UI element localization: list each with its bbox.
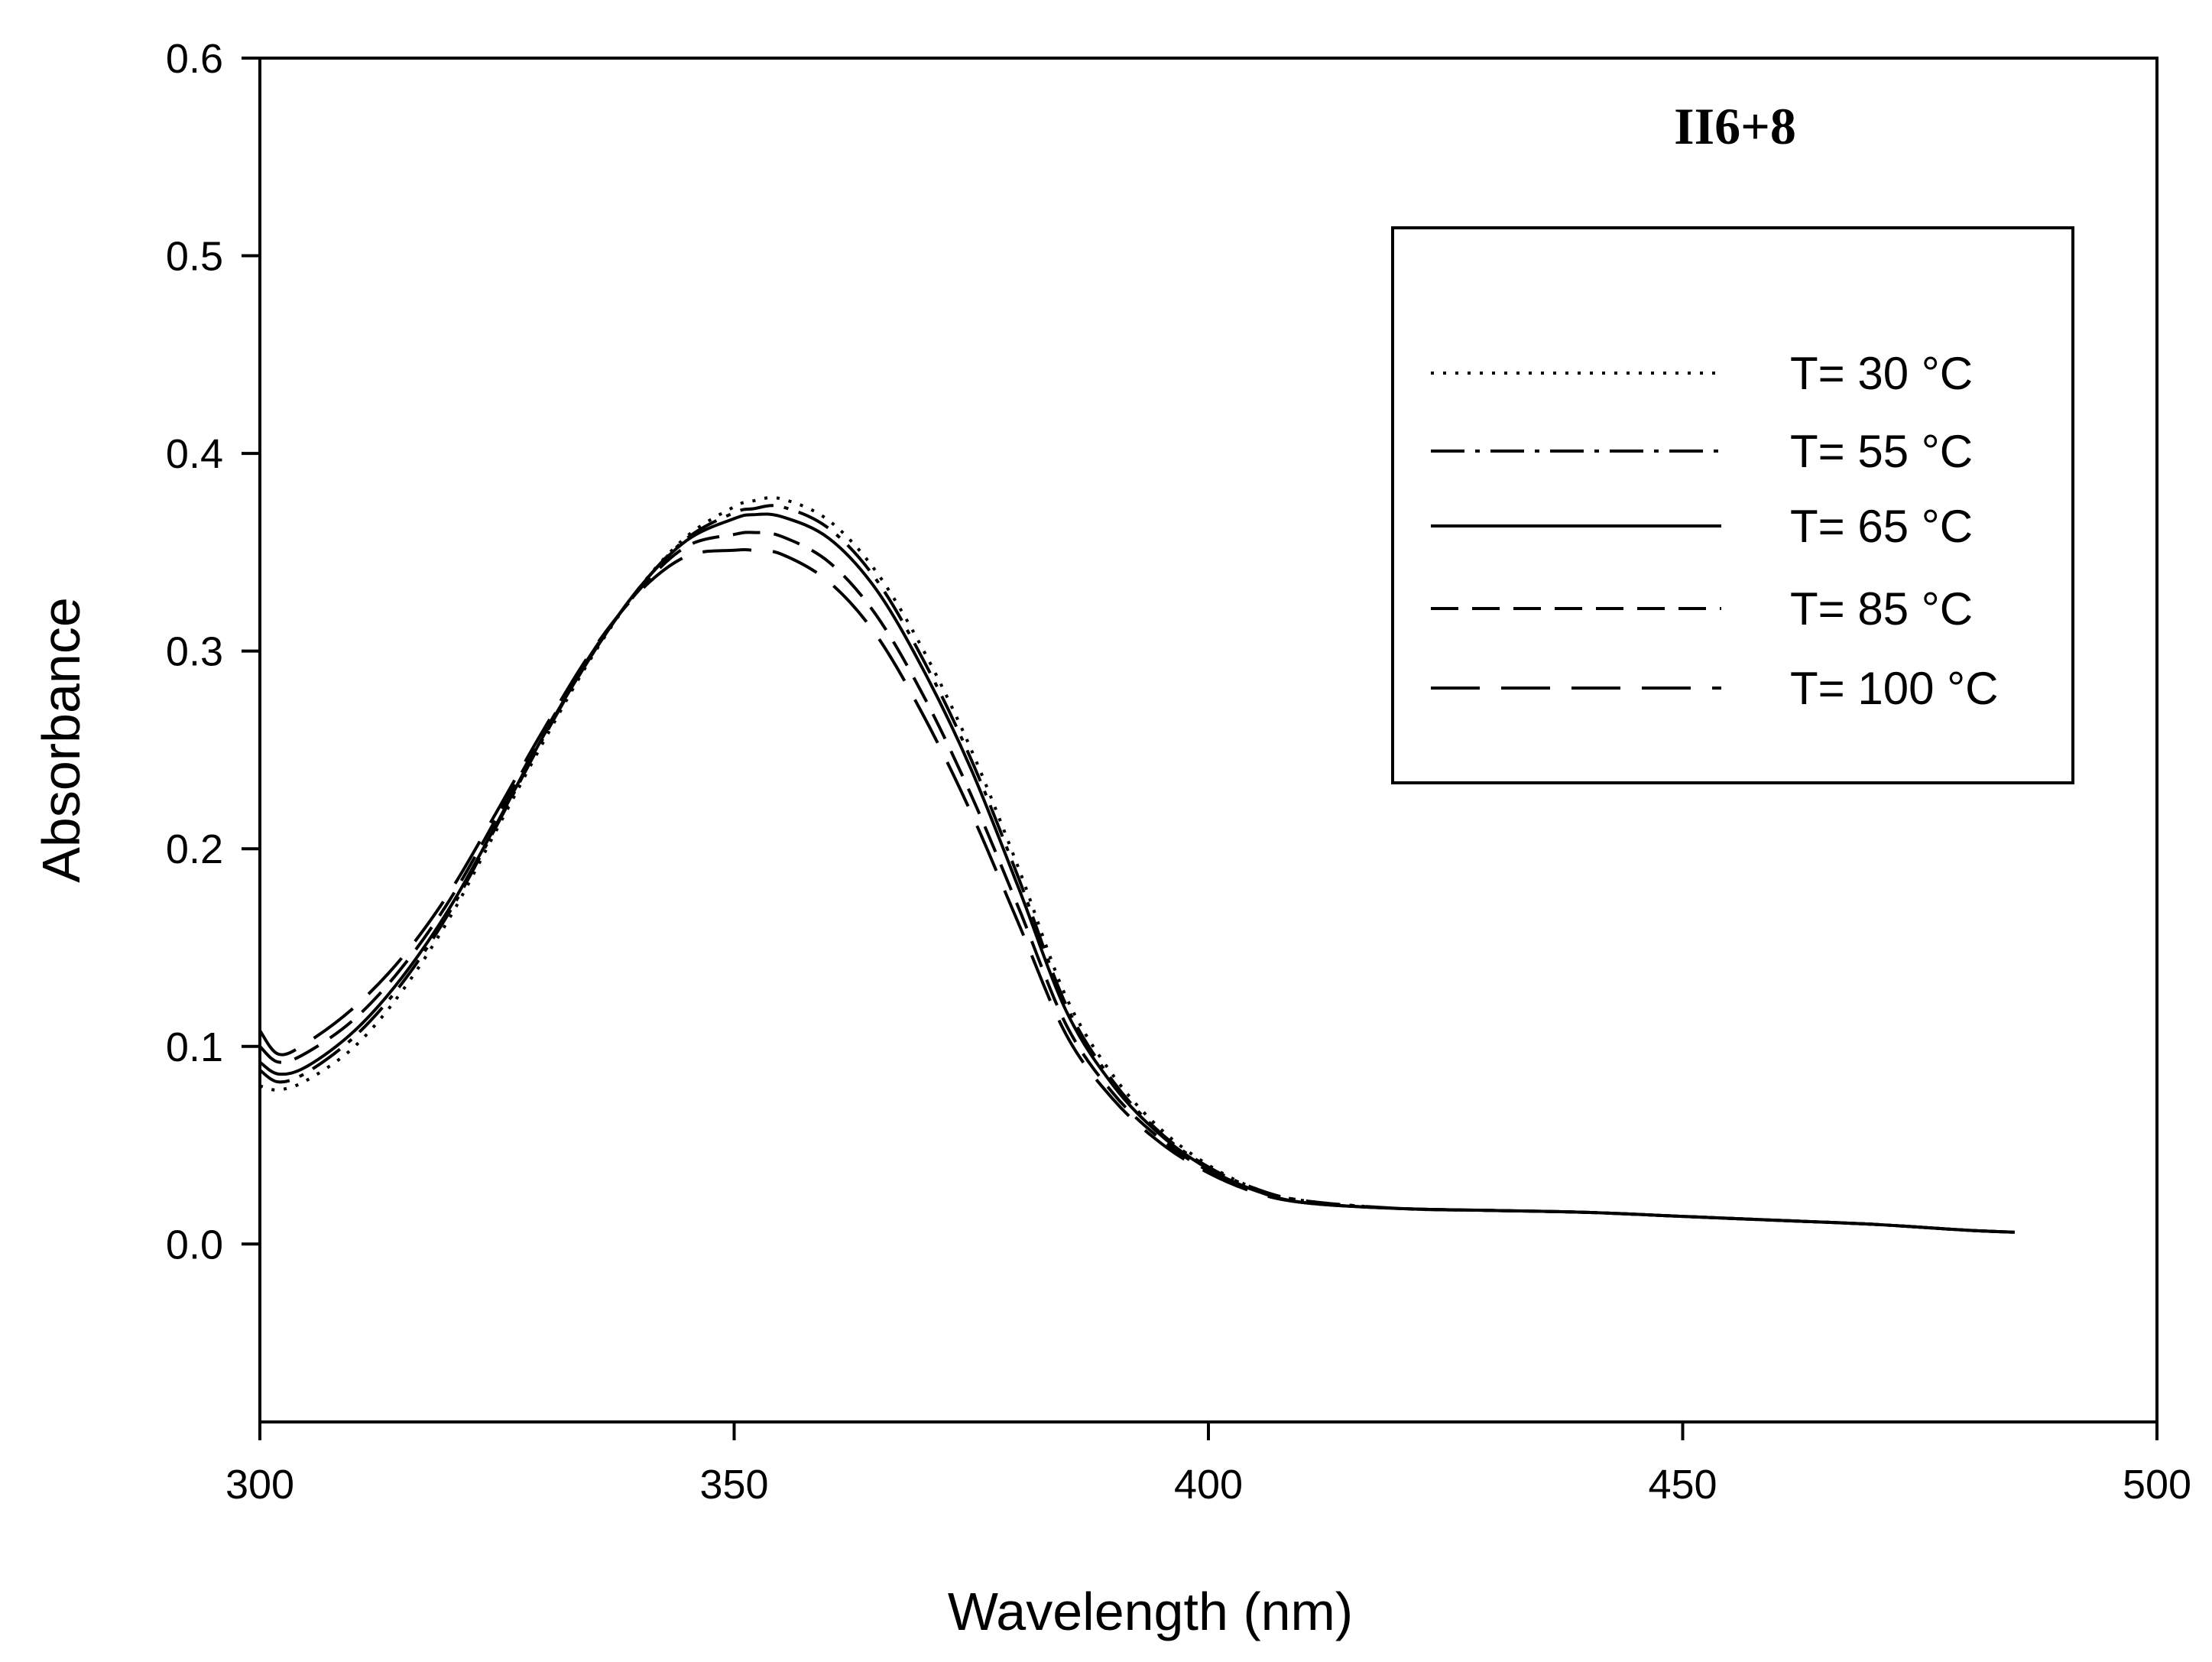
y-tick-label-0.5: 0.5: [166, 234, 223, 280]
y-tick-label-0.2: 0.2: [166, 826, 223, 872]
x-tick-label-300: 300: [225, 1462, 294, 1508]
x-tick-label-500: 500: [2123, 1462, 2191, 1508]
series-line-long-dash: [258, 547, 2015, 1234]
legend-label-long-dash: T= 100 °C: [1790, 663, 1998, 714]
x-axis-label: Wavelength (nm): [948, 1582, 1353, 1641]
y-tick-label-0.4: 0.4: [166, 431, 223, 477]
series-layer: [258, 495, 2015, 1234]
y-tick-label-0.0: 0.0: [166, 1222, 223, 1268]
legend: T= 30 °C T= 55 °C T= 65 °C T= 85 °C T= 100 °…: [1391, 226, 2074, 784]
x-tick-label-350: 350: [699, 1462, 768, 1508]
y-tick-label-0.6: 0.6: [166, 36, 223, 82]
x-tick-label-450: 450: [1648, 1462, 1717, 1508]
y-tick-label-0.1: 0.1: [166, 1024, 223, 1070]
legend-label-dash-dot: T= 55 °C: [1790, 426, 1973, 477]
y-tick-label-0.3: 0.3: [166, 629, 223, 675]
y-axis-ticks: 0.0 0.1 0.2 0.3 0.4 0.5 0.6: [166, 36, 260, 1268]
legend-box: [1391, 226, 2074, 784]
legend-label-dotted: T= 30 °C: [1790, 348, 1973, 399]
legend-label-dashed: T= 85 °C: [1790, 583, 1973, 635]
chart-annotation: II6+8: [1674, 97, 1796, 155]
y-axis-label: Absorbance: [31, 597, 91, 883]
x-tick-label-400: 400: [1174, 1462, 1243, 1508]
legend-label-solid: T= 65 °C: [1790, 501, 1973, 552]
x-axis-ticks: 300 350 400 450 500: [225, 1422, 2191, 1508]
